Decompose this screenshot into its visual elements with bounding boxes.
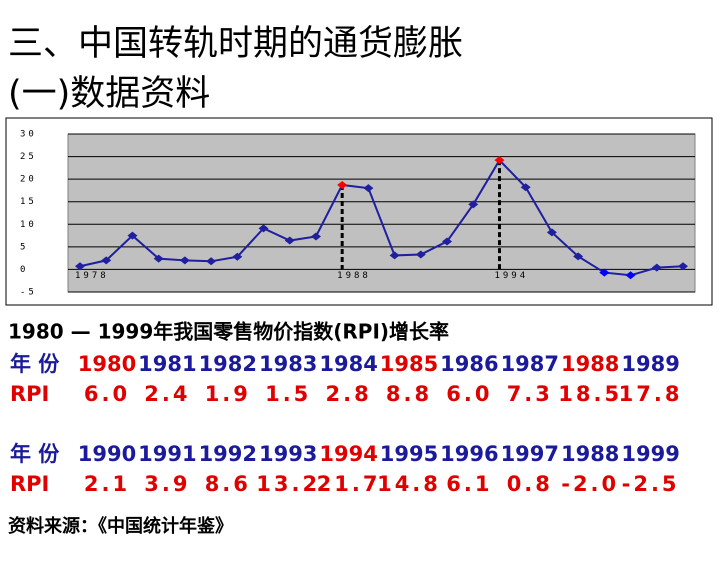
marker <box>206 257 217 266</box>
y-tick-label: 0 <box>20 265 28 275</box>
rpi-value: 6.0 <box>84 382 130 406</box>
marker <box>153 254 164 263</box>
year: 1980 <box>78 352 136 376</box>
marker <box>468 200 479 209</box>
year: 1982 <box>199 352 257 376</box>
rpi-value: 8.6 <box>205 472 251 496</box>
x-tick-label: 1988 <box>337 271 371 281</box>
year: 1985 <box>380 352 438 376</box>
marker <box>101 256 112 265</box>
row-label: 年 份 <box>10 442 60 466</box>
slide-title: 三、中国转轨时期的通货膨胀 <box>8 24 463 64</box>
marker <box>75 262 85 271</box>
rpi-value: 7.3 <box>507 382 553 406</box>
marker <box>651 263 662 272</box>
y-tick-label: 10 <box>20 220 37 230</box>
rpi-value: 14.8 <box>377 472 441 496</box>
marker <box>494 156 505 165</box>
year: 1994 <box>319 442 377 466</box>
rpi-value: 17.8 <box>619 382 683 406</box>
y-tick-label: 15 <box>20 197 37 207</box>
year: 1983 <box>259 352 317 376</box>
y-tick-label: 25 <box>20 152 37 162</box>
x-tick-label: 1994 <box>494 271 528 281</box>
year: 1992 <box>199 442 257 466</box>
y-tick-label: 30 <box>20 130 37 140</box>
marker <box>520 183 531 192</box>
row-label: RPI <box>10 472 49 496</box>
rpi-value: 21.7 <box>317 472 381 496</box>
marker <box>546 228 557 237</box>
year: 1996 <box>440 442 498 466</box>
rpi-value: 13.2 <box>256 472 320 496</box>
rpi-value: 6.1 <box>446 472 492 496</box>
year: 1981 <box>138 352 196 376</box>
marker <box>179 256 190 265</box>
year: 1989 <box>621 352 679 376</box>
year: 1987 <box>501 352 559 376</box>
y-tick-label: 5 <box>20 242 28 252</box>
year: 1993 <box>259 442 317 466</box>
year: 1995 <box>380 442 438 466</box>
rpi-value: 2.4 <box>144 382 190 406</box>
marker <box>258 224 269 233</box>
rpi-value: 2.1 <box>84 472 130 496</box>
year: 1984 <box>319 352 377 376</box>
rpi-value: 3.9 <box>144 472 190 496</box>
marker <box>310 232 321 241</box>
marker <box>127 231 138 240</box>
rpi-value: 1.5 <box>265 382 311 406</box>
marker <box>415 250 426 259</box>
rpi-value: 1.9 <box>205 382 251 406</box>
rpi-value: 0.8 <box>507 472 553 496</box>
rpi-value: -2.0 <box>561 472 619 496</box>
marker <box>599 268 610 277</box>
year: 1988 <box>561 442 619 466</box>
year: 1988 <box>561 352 619 376</box>
rpi-value: 6.0 <box>446 382 492 406</box>
marker <box>442 237 453 246</box>
rpi-value: 18.5 <box>558 382 622 406</box>
marker <box>232 252 243 261</box>
plot-area <box>67 133 696 293</box>
year: 1986 <box>440 352 498 376</box>
marker <box>678 262 688 271</box>
marker <box>363 184 374 193</box>
table-caption: 1980 — 1999年我国零售物价指数(RPI)增长率 <box>8 320 449 344</box>
y-tick-label: 20 <box>20 175 37 185</box>
year: 1997 <box>501 442 559 466</box>
marker <box>284 236 295 245</box>
y-tick-label: -5 <box>20 288 37 298</box>
row-label: 年 份 <box>10 352 60 376</box>
marker <box>389 251 400 260</box>
x-tick-label: 1978 <box>75 271 109 281</box>
rpi-value: 2.8 <box>325 382 371 406</box>
rpi-value: 8.8 <box>386 382 432 406</box>
marker <box>573 252 584 261</box>
slide-subtitle: (一)数据资料 <box>8 74 210 114</box>
year: 1990 <box>78 442 136 466</box>
row-label: RPI <box>10 382 49 406</box>
marker <box>337 181 348 190</box>
source: 资料来源：《中国统计年鉴》 <box>8 515 233 537</box>
rpi-value: -2.5 <box>622 472 680 496</box>
marker <box>625 271 636 280</box>
year: 1991 <box>138 442 196 466</box>
year: 1999 <box>621 442 679 466</box>
